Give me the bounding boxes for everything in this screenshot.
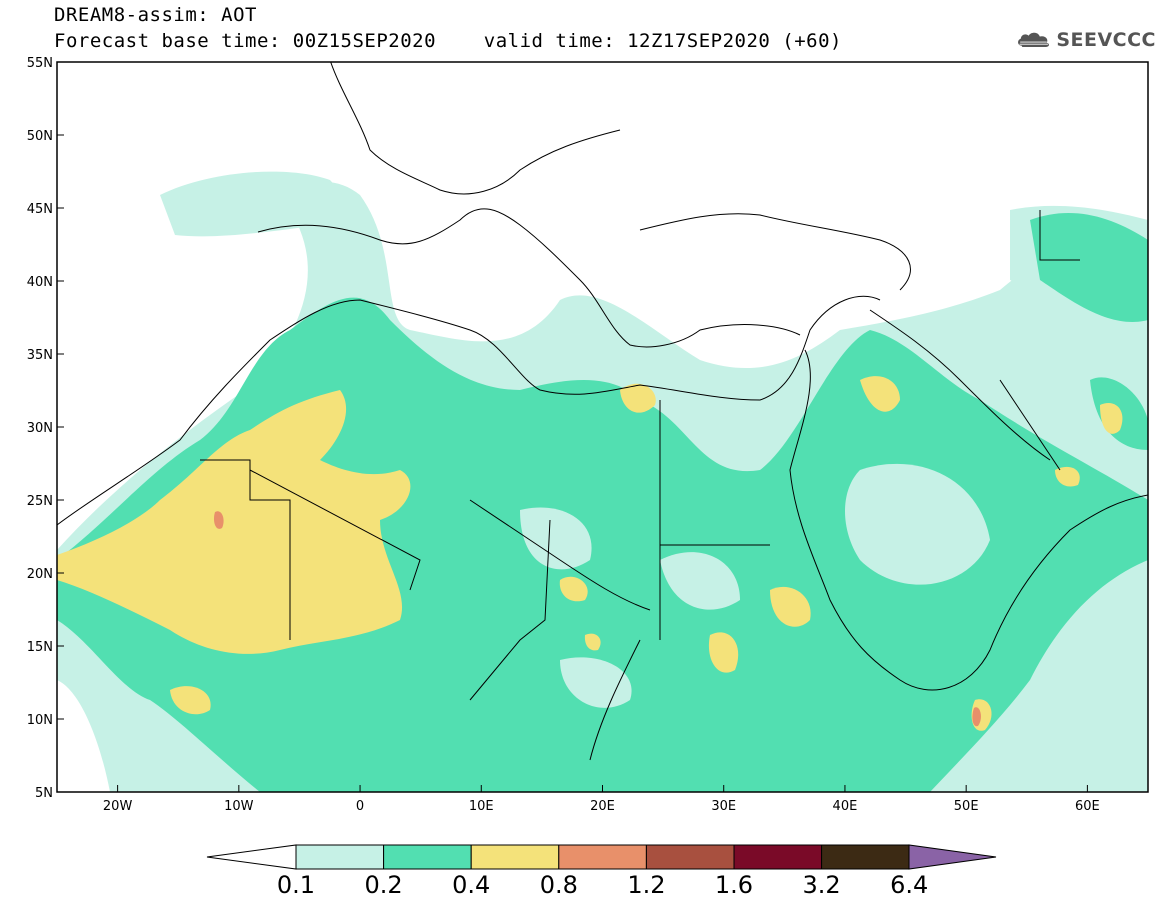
- lon-tick-label: 0: [356, 799, 364, 814]
- lat-tick-label: 5N: [35, 786, 53, 801]
- lat-tick-label: 25N: [27, 494, 53, 509]
- colorbar-label: 0.4: [452, 871, 490, 899]
- aot-band-0.1-0.2-inner: [520, 463, 990, 708]
- colorbar-box: [295, 844, 385, 870]
- lat-tick-label: 15N: [27, 640, 53, 655]
- colorbar-box: [821, 844, 910, 870]
- lat-tick-label: 10N: [27, 713, 53, 728]
- colorbar-box: [558, 844, 647, 870]
- colorbar-under-triangle: [206, 844, 297, 870]
- lon-tick-label: 10W: [224, 799, 254, 814]
- coastlines-borders: [57, 62, 1148, 761]
- lon-tick-label: 20W: [103, 799, 133, 814]
- aot-fields: [57, 171, 1148, 792]
- aot-band-0.8-1.2: [213, 511, 981, 727]
- colorbar-label: 0.2: [365, 871, 403, 899]
- map-title: DREAM8-assim: AOT: [54, 4, 257, 26]
- colorbar-box: [383, 844, 472, 870]
- forecast-time-info: Forecast base time: 00Z15SEP2020 valid t…: [54, 30, 842, 52]
- lat-tick-label: 35N: [27, 348, 53, 363]
- logo-text: SEEVCCC: [1056, 29, 1156, 51]
- seevccc-logo: SEEVCCC: [1016, 24, 1156, 56]
- lon-tick-label: 30E: [711, 799, 736, 814]
- colorbar-boxes: [295, 844, 910, 870]
- lat-tick-label: 50N: [27, 129, 53, 144]
- colorbar-label: 6.4: [890, 871, 928, 899]
- colorbar: 0.1 0.2 0.4 0.8 1.2 1.6 3.2 6.4: [206, 844, 997, 899]
- lat-tick-label: 45N: [27, 202, 53, 217]
- colorbar-box: [733, 844, 823, 870]
- colorbar-label: 1.2: [627, 871, 665, 899]
- lon-tick-label: 50E: [954, 799, 979, 814]
- colorbar-label: 0.8: [540, 871, 578, 899]
- colorbar-box: [470, 844, 560, 870]
- lat-tick-label: 20N: [27, 567, 53, 582]
- lat-tick-label: 55N: [27, 56, 53, 71]
- lon-tick-label: 10E: [469, 799, 494, 814]
- lon-tick-label: 60E: [1075, 799, 1100, 814]
- lon-tick-label: 20E: [590, 799, 615, 814]
- lat-tick-label: 30N: [27, 421, 53, 436]
- lat-tick-label: 40N: [27, 275, 53, 290]
- lon-tick-label: 40E: [833, 799, 858, 814]
- colorbar-labels: 0.1 0.2 0.4 0.8 1.2 1.6 3.2 6.4: [277, 871, 928, 899]
- colorbar-box: [645, 844, 735, 870]
- colorbar-over-triangle: [908, 844, 997, 870]
- colorbar-label: 3.2: [803, 871, 841, 899]
- cloud-icon: [1018, 32, 1050, 47]
- axis-ticks: 55N 50N 45N 40N 35N 30N 25N 20N 15N 10N 5N 20W 10W 0 1…: [27, 56, 1100, 814]
- colorbar-label: 0.1: [277, 871, 315, 899]
- colorbar-label: 1.6: [715, 871, 753, 899]
- aot-band-0.4-0.8: [57, 376, 1123, 731]
